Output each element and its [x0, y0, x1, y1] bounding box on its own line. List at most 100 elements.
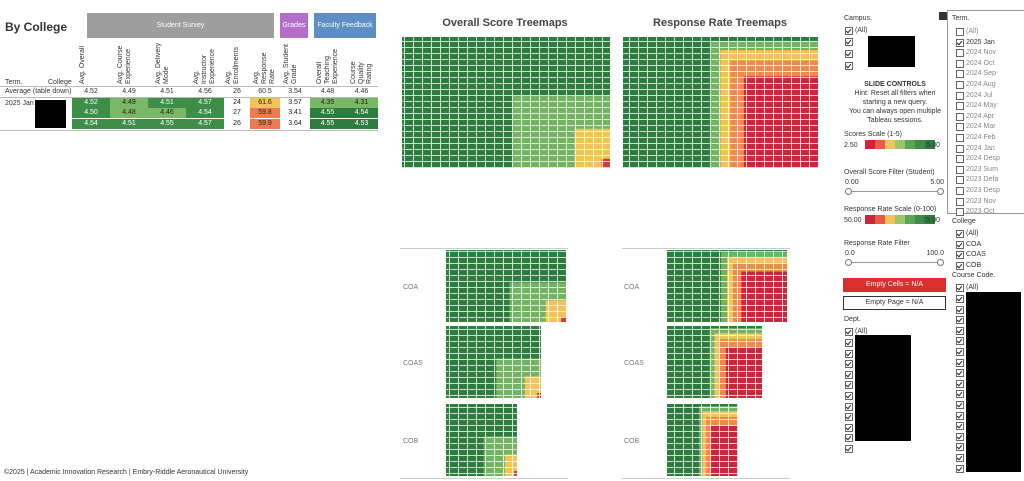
checkbox[interactable]: [956, 348, 964, 356]
checkbox[interactable]: [956, 337, 964, 346]
checkbox[interactable]: [956, 176, 964, 185]
checkbox[interactable]: [845, 434, 853, 443]
rule: [0, 97, 378, 98]
button[interactable]: Empty Page = N/A: [843, 296, 946, 310]
checkbox[interactable]: [845, 381, 853, 390]
table-cell: 4.57: [186, 98, 224, 108]
checkbox[interactable]: [956, 70, 964, 79]
dropdown[interactable]: [939, 12, 947, 20]
checkbox[interactable]: [845, 360, 853, 369]
checkbox[interactable]: [956, 305, 964, 314]
table-cell: 4.50: [72, 108, 110, 118]
control-label: Scores Scale (1-5): [844, 131, 902, 138]
checkbox[interactable]: [956, 91, 964, 100]
checkbox[interactable]: [956, 390, 964, 399]
checkbox[interactable]: [956, 316, 964, 325]
scale-swatch: [915, 140, 925, 149]
group-header: Grades: [280, 13, 308, 38]
filter-item: 2024 May: [966, 102, 997, 110]
scale-swatch: [875, 140, 885, 149]
checkbox[interactable]: [956, 411, 964, 420]
checkbox[interactable]: [956, 261, 964, 270]
checkbox[interactable]: [956, 81, 964, 89]
checkbox[interactable]: [956, 422, 964, 431]
checkbox[interactable]: [845, 402, 853, 411]
filter-item: (All): [966, 284, 979, 291]
checkbox[interactable]: [845, 50, 853, 58]
scale-swatch: [925, 215, 935, 224]
table-cell: 59.8: [250, 108, 280, 118]
checkbox[interactable]: [956, 326, 964, 335]
checkbox[interactable]: [845, 413, 853, 422]
checkbox[interactable]: [956, 165, 964, 174]
hint-text: Tableau sessions.: [867, 117, 923, 124]
checkbox[interactable]: [956, 432, 964, 441]
checkbox[interactable]: [845, 38, 853, 46]
checkbox[interactable]: [845, 392, 853, 400]
checkbox[interactable]: [956, 38, 964, 47]
panel-border: [947, 10, 1024, 214]
checkbox[interactable]: [845, 423, 853, 432]
checkbox[interactable]: [956, 401, 964, 409]
scale-swatch: [885, 140, 895, 149]
average-label: Average (table down): [5, 88, 72, 95]
slider-handle[interactable]: [937, 188, 944, 195]
table-cell: 4.51: [110, 119, 148, 129]
checkbox[interactable]: [845, 370, 853, 379]
checkbox[interactable]: [845, 27, 853, 35]
checkbox[interactable]: [956, 284, 964, 292]
checkbox[interactable]: [956, 443, 964, 452]
button[interactable]: Empty Cells = N/A: [843, 278, 946, 292]
slider-track[interactable]: [847, 191, 941, 192]
scale-swatch: [895, 140, 905, 149]
checkbox[interactable]: [956, 112, 964, 121]
column-header: Course Quality Rating: [349, 61, 373, 84]
checkbox[interactable]: [956, 251, 964, 260]
slider-handle[interactable]: [845, 188, 852, 195]
table-cell: 4.52: [84, 88, 98, 95]
checkbox[interactable]: [956, 28, 964, 36]
checkbox[interactable]: [956, 197, 964, 206]
checkbox[interactable]: [956, 369, 964, 378]
checkbox[interactable]: [956, 464, 964, 473]
checkbox[interactable]: [956, 379, 964, 388]
checkbox[interactable]: [956, 123, 964, 132]
checkbox[interactable]: [956, 59, 964, 68]
footer: ©2025 | Academic Innovation Research | E…: [4, 469, 249, 476]
checkbox[interactable]: [956, 295, 964, 303]
checkbox[interactable]: [845, 328, 853, 336]
table-cell: 4.55: [148, 119, 186, 129]
filter-item: COAS: [966, 251, 986, 259]
scale-swatch: [905, 215, 915, 224]
checkbox[interactable]: [845, 339, 853, 347]
checkbox[interactable]: [845, 445, 853, 453]
filter-item: (All): [855, 328, 868, 335]
slider-handle[interactable]: [845, 259, 852, 266]
checkbox[interactable]: [956, 240, 964, 249]
checkbox[interactable]: [956, 454, 964, 462]
checkbox[interactable]: [956, 155, 964, 164]
checkbox[interactable]: [956, 187, 964, 195]
table-cell: 4.51: [160, 88, 174, 95]
table-cell: 3.64: [280, 119, 310, 129]
checkbox[interactable]: [956, 102, 964, 111]
college-label: COAS: [624, 360, 644, 367]
slider-handle[interactable]: [937, 259, 944, 266]
checkbox[interactable]: [845, 62, 853, 70]
table-cell: 4.55: [310, 108, 345, 118]
checkbox[interactable]: [956, 208, 964, 217]
checkbox[interactable]: [956, 134, 964, 142]
checkbox[interactable]: [956, 230, 964, 238]
checkbox[interactable]: [956, 144, 964, 153]
column-header: Overall Teaching Experience: [315, 48, 339, 84]
checkbox[interactable]: [956, 358, 964, 367]
table-cell: 60.5: [258, 88, 272, 95]
slider-track[interactable]: [847, 262, 941, 263]
slider-min: 0.00: [845, 179, 859, 186]
checkbox[interactable]: [845, 349, 853, 358]
table-cell: 4.52: [72, 98, 110, 108]
table-cell: 4.51: [148, 98, 186, 108]
group-header: Faculty Feedback: [314, 13, 376, 38]
checkbox[interactable]: [956, 49, 964, 58]
